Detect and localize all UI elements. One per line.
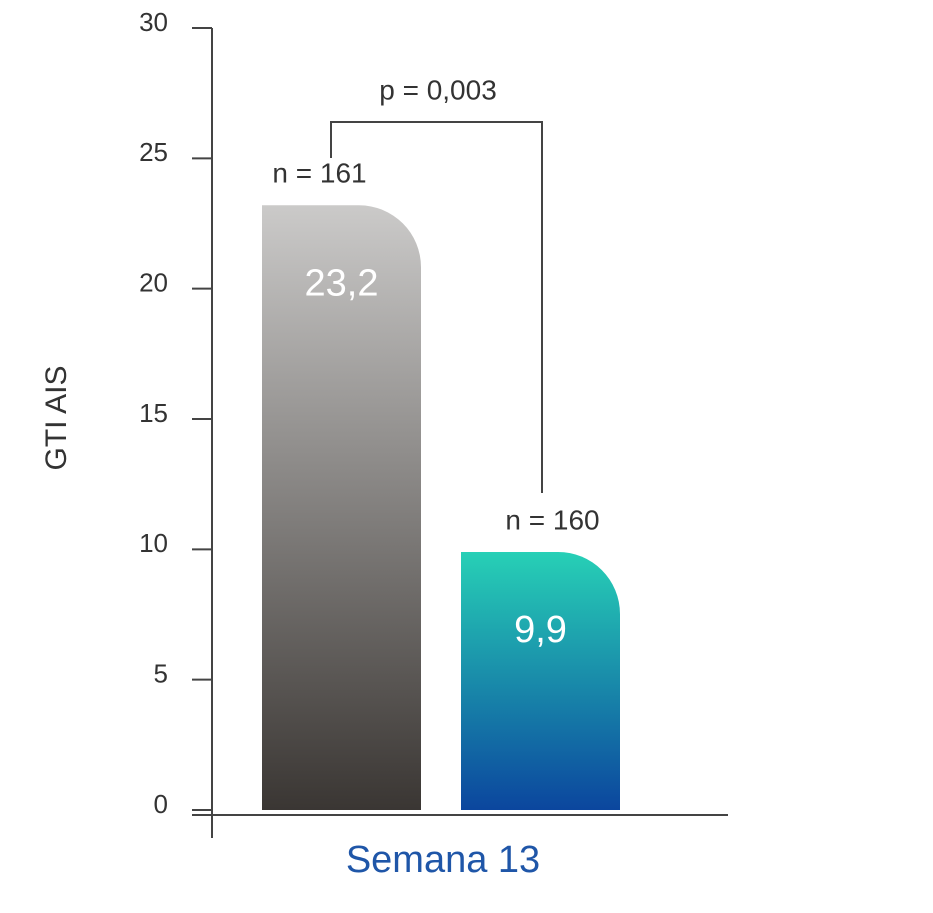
y-axis-label: GTI AIS — [40, 365, 73, 470]
y-tick-label: 5 — [154, 659, 168, 689]
bar — [461, 551, 620, 810]
n-label: n = 161 — [272, 158, 366, 189]
y-tick-label: 10 — [139, 528, 168, 558]
n-label: n = 160 — [505, 504, 599, 535]
significance-bracket — [330, 121, 543, 493]
y-tick-label: 30 — [139, 7, 168, 37]
y-tick-label: 25 — [139, 137, 168, 167]
bar — [262, 205, 421, 811]
y-tick-label: 15 — [139, 398, 168, 428]
x-tick-label: Semana 13 — [346, 839, 540, 881]
y-tick-label: 0 — [154, 789, 168, 819]
value-label: 9,9 — [514, 609, 567, 651]
value-label: 23,2 — [305, 262, 379, 304]
y-tick-label: 20 — [139, 268, 168, 298]
p-value: p = 0,003 — [379, 74, 497, 105]
